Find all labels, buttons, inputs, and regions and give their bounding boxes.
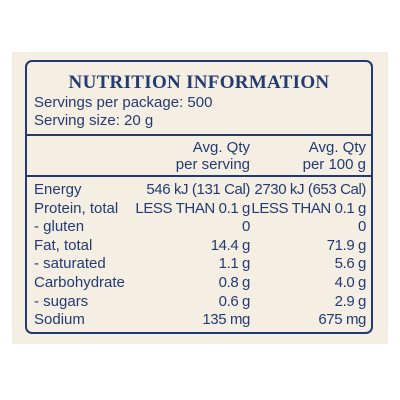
column-header-line: per serving (175, 156, 250, 173)
nutrient-row-energy: Energy 546 kJ (131 Cal) 2730 kJ (653 Cal… (27, 181, 371, 200)
value-per-100g: 0 (358, 218, 366, 236)
servings-per-package: Servings per package: 500 (34, 94, 213, 111)
nutrient-name: Protein, total (34, 199, 119, 217)
nutrition-table: NUTRITION INFORMATION Servings per packa… (25, 60, 373, 334)
value-per-serving: 135 mg (202, 311, 250, 329)
value-per-100g: 2730 kJ (653 Cal) (254, 181, 366, 198)
nutrient-name: Fat, total (34, 236, 93, 254)
table-title: NUTRITION INFORMATION (68, 72, 330, 93)
value-per-100g: 4.0 g (334, 273, 367, 291)
nutrient-name: Carbohydrate (34, 273, 125, 291)
nutrient-row-carbohydrate: Carbohydrate 0.8 g 4.0 g (27, 274, 371, 293)
label-panel (12, 52, 388, 344)
value-per-serving: 0 (242, 218, 250, 236)
serving-size: Serving size: 20 g (34, 112, 154, 129)
nutrient-name: Energy (34, 181, 82, 198)
nutrient-row-sodium: Sodium 135 mg 675 mg (27, 311, 371, 330)
column-header-line: per 100 g (302, 156, 366, 173)
nutrient-name: - saturated (34, 255, 106, 273)
value-per-serving: 546 kJ (131 Cal) (146, 181, 250, 198)
nutrient-row-sugars: - sugars 0.6 g 2.9 g (27, 293, 371, 312)
value-per-100g: LESS THAN 0.1 g (251, 199, 366, 217)
nutrient-row-fat: Fat, total 14.4 g 71.9 g (27, 237, 371, 256)
nutrient-rows: Energy 546 kJ (131 Cal) 2730 kJ (653 Cal… (27, 181, 371, 330)
column-header-line: Avg. Qty (192, 139, 250, 156)
value-per-100g: 2.9 g (334, 292, 367, 310)
nutrient-name: Sodium (34, 311, 85, 329)
nutrient-row-gluten: - gluten 0 0 (27, 218, 371, 237)
nutrient-row-protein: Protein, total LESS THAN 0.1 g LESS THAN… (27, 200, 371, 219)
value-per-100g: 71.9 g (326, 236, 367, 254)
value-per-serving: 14.4 g (210, 236, 251, 254)
column-header-per-serving: Avg. Qty per serving (176, 139, 250, 173)
column-header-line: Avg. Qty (308, 139, 366, 156)
divider-header (27, 175, 371, 177)
nutrient-name: - gluten (34, 218, 85, 236)
value-per-serving: LESS THAN 0.1 g (135, 199, 250, 217)
value-per-100g: 675 mg (318, 311, 366, 329)
value-per-serving: 1.1 g (218, 255, 251, 273)
column-header-per-100g: Avg. Qty per 100 g (303, 139, 366, 173)
nutrient-row-saturated: - saturated 1.1 g 5.6 g (27, 255, 371, 274)
value-per-100g: 5.6 g (334, 255, 367, 273)
value-per-serving: 0.6 g (218, 292, 251, 310)
divider-top (27, 134, 371, 136)
nutrient-name: - sugars (34, 292, 89, 310)
value-per-serving: 0.8 g (218, 273, 251, 291)
